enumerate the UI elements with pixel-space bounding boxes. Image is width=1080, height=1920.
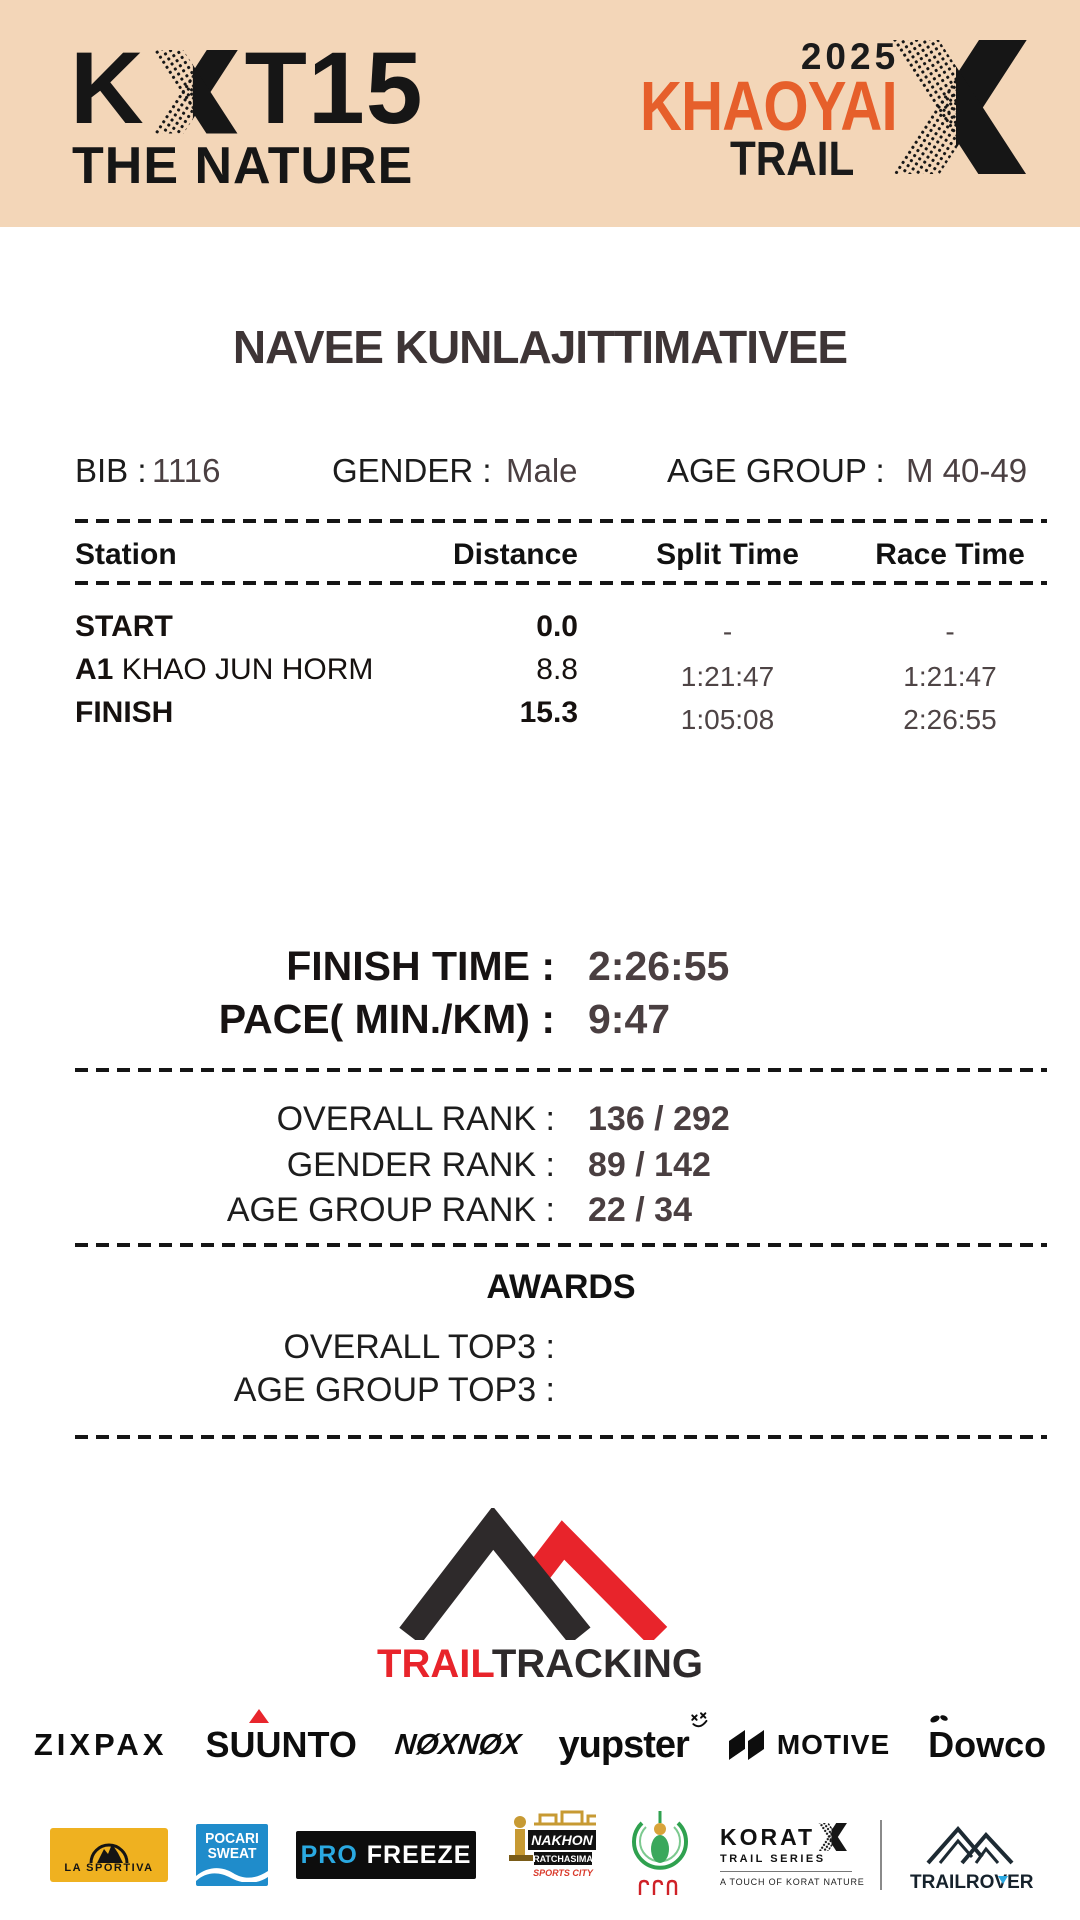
vertical-divider [880,1820,882,1890]
pro-freeze-logo: PRO FREEZE [296,1831,476,1879]
trailrover-wordmark: TRAILROVER [910,1871,1034,1893]
la-sportiva-logo: LA SPORTIVA [50,1828,168,1882]
race-time-value: 1:21:47 [903,661,997,692]
overall-top3-label: OVERALL TOP3 : [283,1328,555,1366]
split-time-value: 1:21:47 [680,661,775,692]
overall-rank-value: 136 / 292 [588,1100,730,1138]
sports-authority-emblem [628,1807,692,1904]
divider-dashed [75,1435,1047,1439]
finish-time-value: 2:26:55 [588,943,730,989]
event-header-banner: K T15 THE NATURE 2025 KHAOYAI TRAIL [0,0,1080,227]
station-code: START [75,610,173,643]
age-group-top3-label: AGE GROUP TOP3 : [233,1371,555,1409]
korat-trail-series-logo: KORAT TRAIL SERIES A TOUCH OF KORAT NATU… [720,1823,864,1887]
suunto-logo: SUUNTO [205,1709,357,1766]
motive-flags-icon [728,1730,764,1760]
korat-wordmark: KORAT [720,1823,816,1850]
la-sportiva-wordmark: LA SPORTIVA [64,1862,154,1874]
trailrover-mountain-icon [926,1825,1014,1864]
divider-dashed [75,1243,1047,1247]
dowco-wordmark: Dowco [928,1724,1047,1765]
khaoyai-x-icon [884,40,1034,174]
noxnox-logo: NØXNØX [393,1728,523,1761]
svg-text:NAKHON: NAKHON [531,1832,593,1848]
divider-dashed [75,1068,1047,1072]
age-group-rank-value: 22 / 34 [588,1191,692,1229]
motive-logo: MOTIVE [727,1729,890,1761]
svg-text:SPORTS CITY: SPORTS CITY [533,1868,594,1878]
station-name: KHAO JUN HORM [121,653,374,686]
event-year: 2025 [800,36,900,77]
distance-value: 8.8 [536,653,578,686]
pocari-wordmark-line1: POCARI [205,1830,259,1847]
col-race-time: Race Time [875,538,1025,571]
age-group-label: AGE GROUP : [667,452,885,489]
korat-subtitle: TRAIL SERIES [720,1853,826,1865]
split-time-value: 1:05:08 [680,704,775,735]
svg-text:RATCHASIMA: RATCHASIMA [533,1854,593,1864]
kxt-x-icon [150,49,239,134]
wordmark-tracking: TRACKING [491,1642,703,1686]
trailtracking-mountain-icon [390,1506,690,1646]
station-code: A1 [75,653,114,686]
pace-label: PACE( MIN./KM) : [218,996,555,1042]
split-time-value: - [722,616,733,647]
distance-value: 0.0 [536,610,578,643]
la-sportiva-mountain-icon [89,1843,129,1864]
dowco-logo: Dowco [928,1715,1047,1766]
event-name: KHAOYAI [640,67,898,145]
wordmark-trail: TRAIL [377,1642,492,1686]
race-time-value: - [945,616,955,647]
yupster-logo: yupster [558,1711,708,1767]
station-code: FINISH [75,696,174,729]
age-group-rank-label: AGE GROUP RANK : [226,1191,555,1229]
event-name-trail: TRAIL [730,133,855,186]
zixpax-logo: ZIXPAX [33,1727,168,1762]
suunto-wordmark: SUUNTO [205,1724,357,1765]
runner-name: NAVEE KUNLAJITTIMATIVEE [232,321,848,373]
overall-rank-label: OVERALL RANK : [276,1100,555,1138]
finish-time-label: FINISH TIME : [286,943,555,989]
gender-rank-value: 89 / 142 [588,1146,711,1184]
dowco-leaf-icon [930,1715,948,1723]
trailrover-logo: TRAILROVER [910,1817,1034,1894]
korat-tagline: A TOUCH OF KORAT NATURE [720,1871,864,1887]
korat-x-icon [817,1823,848,1851]
event-code-left: K [70,31,145,145]
distance-value: 15.3 [519,696,578,729]
col-station: Station [75,538,177,571]
sponsor-row-1: ZIXPAX SUUNTO NØXNØX yupster MOTIVE [0,1702,1080,1788]
age-group-value: M 40-49 [906,452,1028,489]
trailrover-blue-triangle-icon [998,1875,1009,1884]
pocari-sweat-logo: POCARI SWEAT [196,1824,268,1886]
event-code-right: T15 [244,31,424,145]
event-subtitle: THE NATURE [72,137,414,195]
suunto-triangle-icon [249,1709,270,1723]
trailtracking-wordmark: TRAILTRACKING [0,1642,1080,1687]
race-time-value: 2:26:55 [903,704,997,735]
pocari-wordmark-line2: SWEAT [207,1845,257,1862]
col-distance: Distance [452,538,578,571]
gender-label: GENDER : [332,452,492,489]
col-split-time: Split Time [656,538,799,571]
sponsor-row-2: LA SPORTIVA POCARI SWEAT PRO FREEZE [0,1802,1080,1908]
gender-rank-label: GENDER RANK : [286,1146,555,1184]
divider-dashed [75,581,1047,585]
pro-freeze-freeze: FREEZE [366,1840,472,1869]
bib-label: BIB : [75,452,147,489]
yupster-smiley-icon [691,1711,708,1727]
event-code-logo: K T15 [70,30,423,147]
pocari-wave-icon [196,1868,268,1882]
gender-value: Male [506,452,578,489]
pace-value: 9:47 [588,996,671,1042]
motive-wordmark: MOTIVE [776,1729,891,1760]
yupster-wordmark: yupster [558,1723,690,1766]
pro-freeze-pro: PRO [300,1840,358,1869]
divider-dashed [75,519,1047,523]
sat-thai-text [638,1879,678,1895]
nakhon-ratchasima-badge: NAKHON RATCHASIMA SPORTS CITY [504,1806,600,1905]
awards-title: AWARDS [486,1268,636,1306]
bib-value: 1116 [152,452,221,489]
